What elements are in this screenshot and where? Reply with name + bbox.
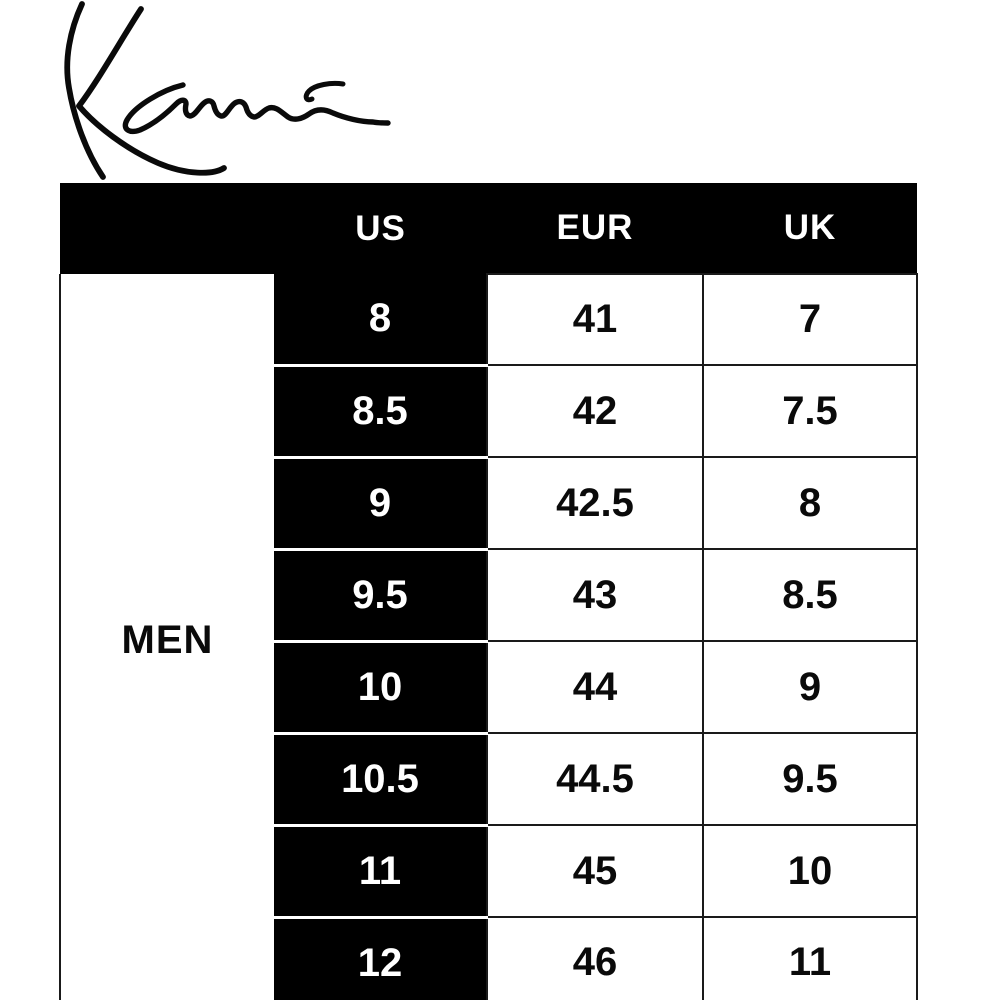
us-size-cell: 10.5 [274, 733, 487, 827]
signature-ani-script-stroke [122, 82, 391, 135]
eur-size-cell: 43 [486, 548, 704, 642]
size-row: 9.5 43 8.5 [60, 548, 918, 643]
row-group-label-men: MEN [59, 274, 274, 1000]
header-eur: EUR [487, 183, 703, 274]
size-rows: MEN 8 41 7 8.5 42 7.5 9 42.5 8 9.5 43 8.5 10 44 9 10.5 44… [59, 273, 918, 1000]
size-row: 11 45 10 [60, 824, 918, 919]
size-row: 8.5 42 7.5 [60, 364, 918, 459]
size-row: 12 46 11 [60, 916, 918, 1000]
uk-size-cell: 10 [702, 824, 918, 918]
size-row: MEN 8 41 7 [59, 273, 918, 1000]
size-row: 9 42.5 8 [60, 456, 918, 551]
uk-size-cell: 7.5 [702, 364, 918, 458]
uk-size-cell: 11 [702, 916, 918, 1000]
us-size-cell: 8 [274, 274, 487, 367]
signature-k-arm-sweep-stroke [76, 6, 227, 176]
header-us: US [274, 183, 487, 274]
uk-size-cell: 7 [702, 273, 918, 366]
size-chart-table: US EUR UK MEN 8 41 7 8.5 42 7.5 9 42.5 8 9.5 43 8.5 1… [59, 183, 918, 1000]
size-row: 10.5 44.5 9.5 [60, 732, 918, 827]
eur-size-cell: 44 [486, 640, 704, 734]
us-size-cell: 11 [274, 825, 487, 919]
signature-accent-tick-stroke [303, 80, 346, 103]
uk-size-cell: 9.5 [702, 732, 918, 826]
us-size-cell: 9 [274, 457, 487, 551]
eur-size-cell: 46 [486, 916, 704, 1000]
header-row: US EUR UK [60, 183, 917, 274]
header-uk: UK [703, 183, 917, 274]
eur-size-cell: 42.5 [486, 456, 704, 550]
uk-size-cell: 8.5 [702, 548, 918, 642]
us-size-cell: 10 [274, 641, 487, 735]
uk-size-cell: 8 [702, 456, 918, 550]
eur-size-cell: 44.5 [486, 732, 704, 826]
eur-size-cell: 41 [486, 273, 704, 366]
eur-size-cell: 42 [486, 364, 704, 458]
us-size-cell: 8.5 [274, 365, 487, 459]
us-size-cell: 9.5 [274, 549, 487, 643]
signature-k-stem-stroke [64, 1, 106, 180]
size-row: 10 44 9 [60, 640, 918, 735]
us-size-cell: 12 [274, 917, 487, 1000]
header-corner-cell [60, 183, 274, 274]
uk-size-cell: 9 [702, 640, 918, 734]
eur-size-cell: 45 [486, 824, 704, 918]
